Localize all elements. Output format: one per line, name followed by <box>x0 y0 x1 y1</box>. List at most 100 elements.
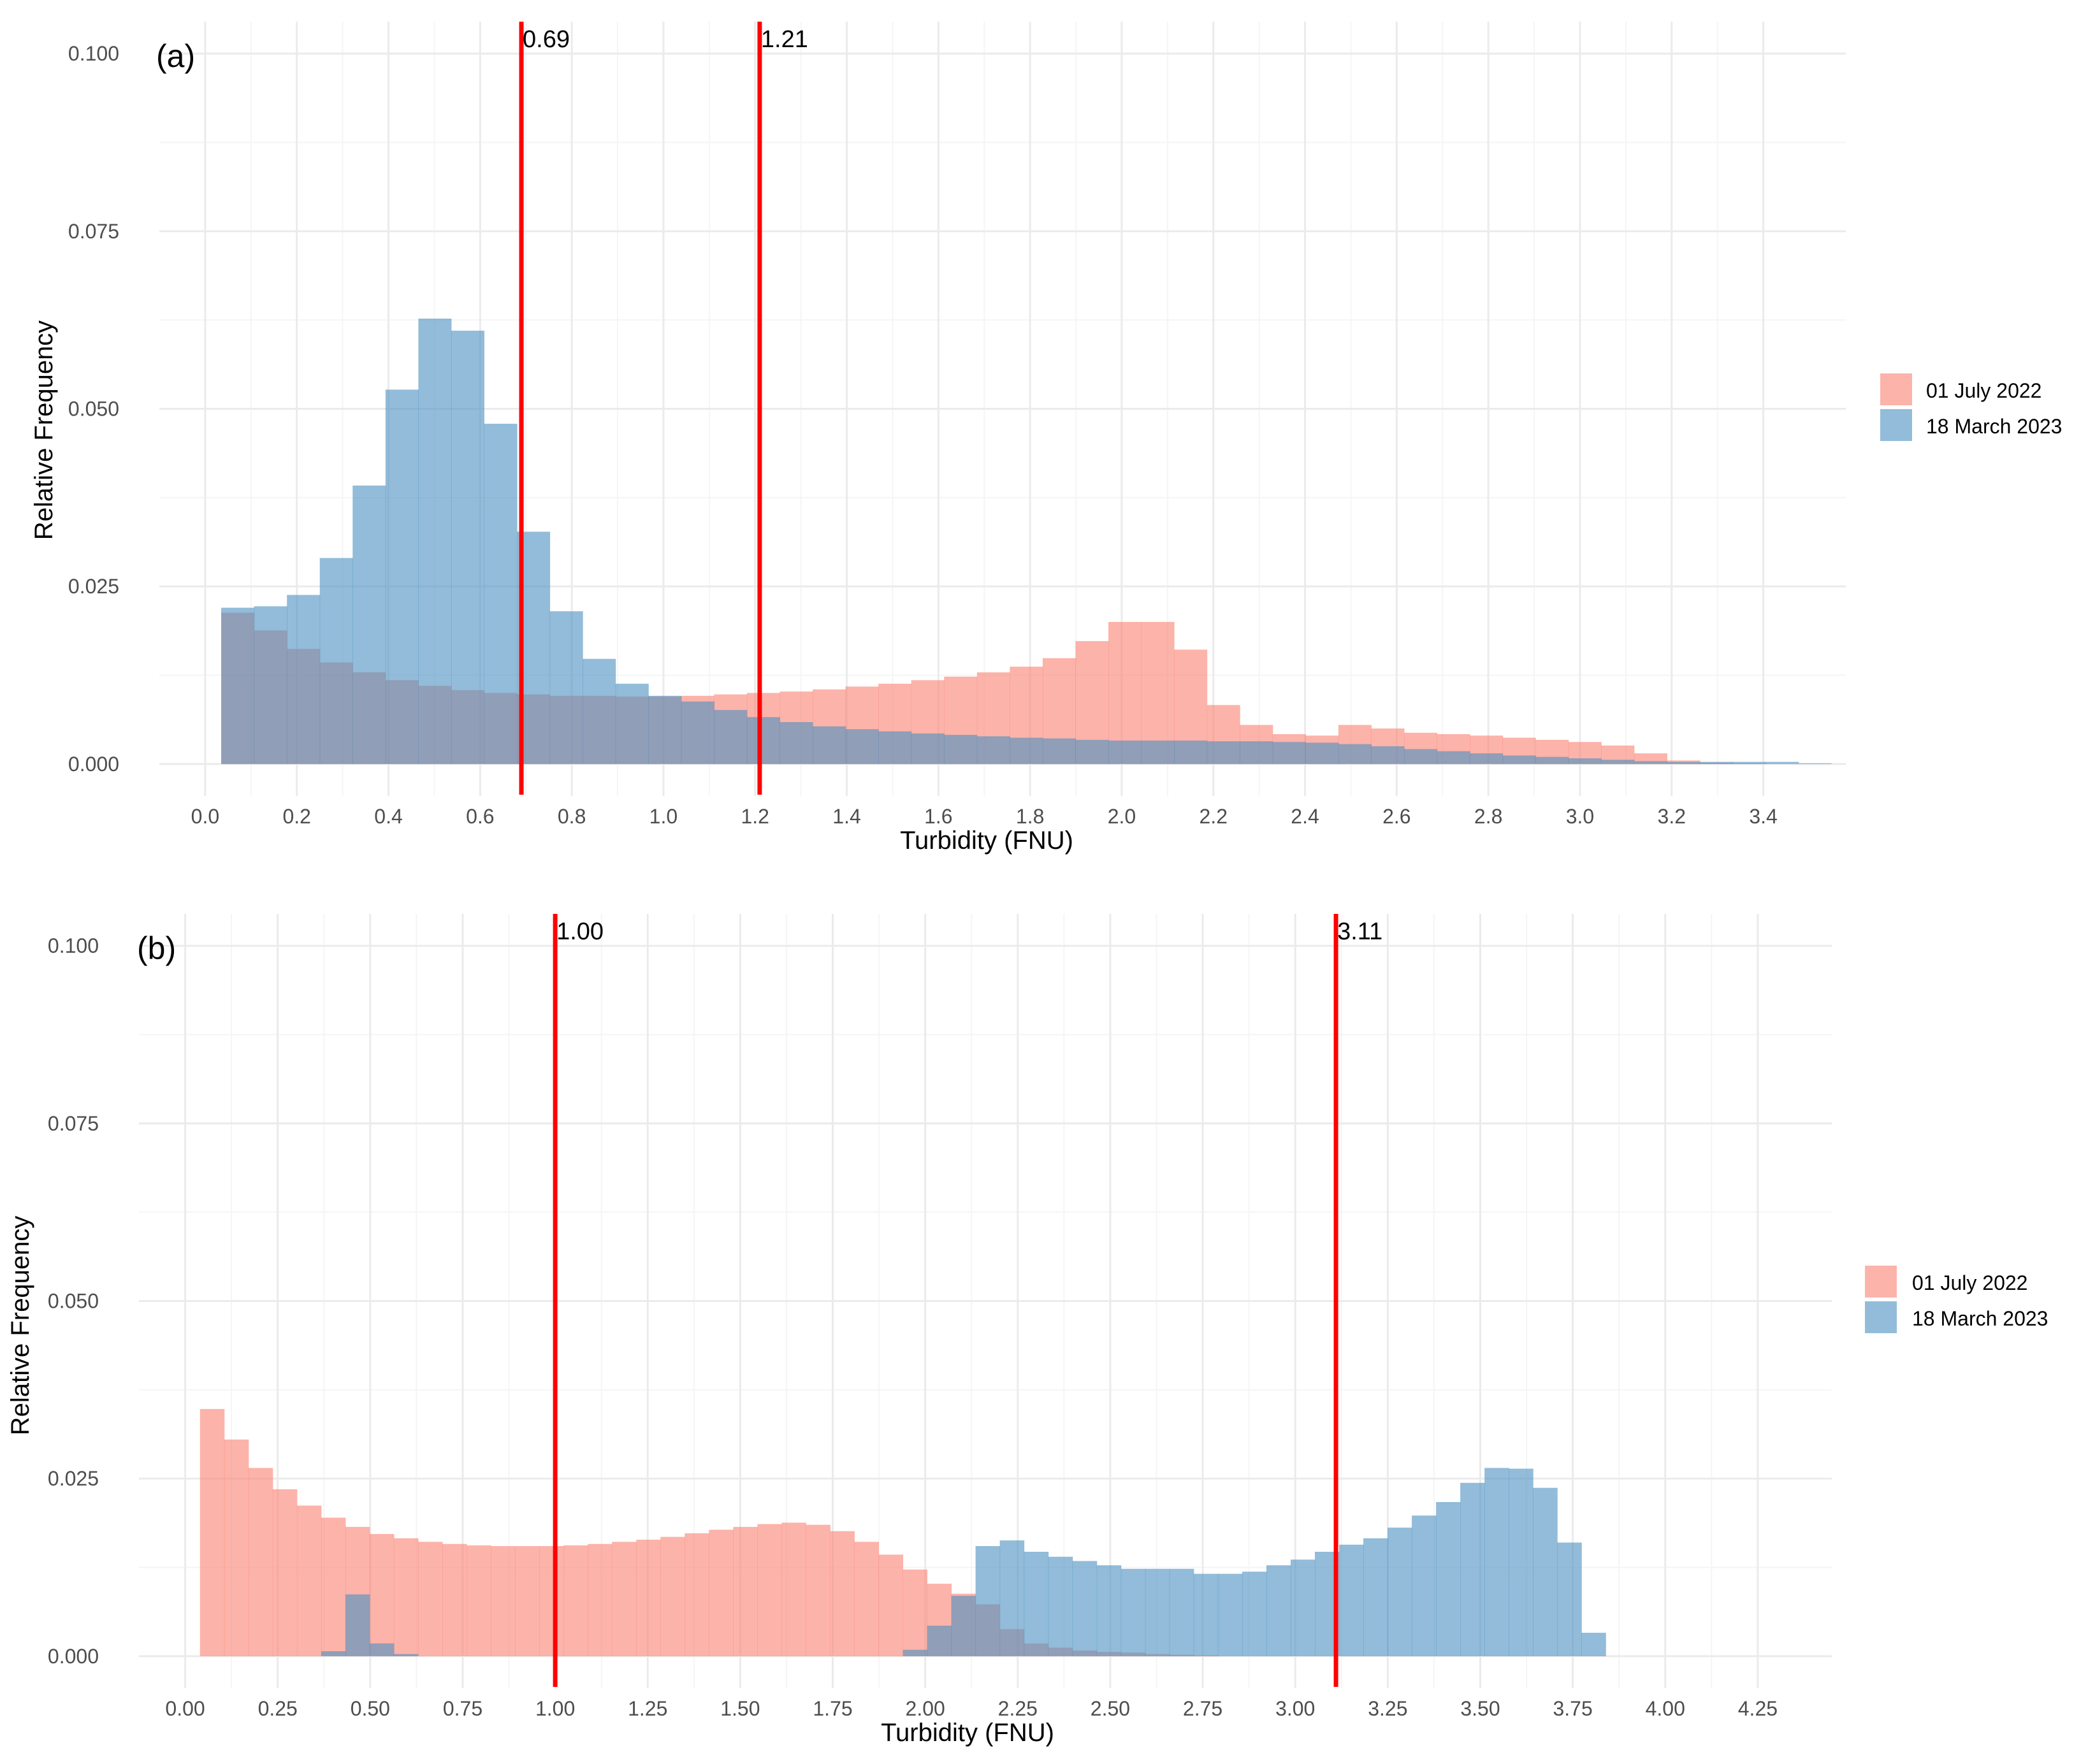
histogram-bar-march <box>1460 1482 1485 1656</box>
histogram-bar-march <box>1266 1565 1291 1656</box>
histogram-bar-march <box>1290 1559 1316 1656</box>
y-tick-label: 0.050 <box>68 398 119 421</box>
histogram-bar-march <box>1048 1556 1073 1656</box>
histogram-bar-march <box>385 389 419 764</box>
panel-a-vlines: 0.69 1.21 <box>519 22 808 795</box>
panel-a-x-tick-labels: 0.0 0.2 0.4 0.6 0.8 1.0 1.2 1.4 1.6 1.8 2.0 2.2 2.4 2… <box>191 805 1778 828</box>
histogram-bar-march <box>1568 758 1602 764</box>
histogram-bar-march <box>1305 742 1339 764</box>
x-tick-label: 2.50 <box>1091 1697 1130 1720</box>
histogram-bar-july <box>491 1546 516 1656</box>
x-tick-label: 4.00 <box>1646 1697 1685 1720</box>
panel-a-bars-march <box>221 318 1832 764</box>
x-tick-label: 2.00 <box>906 1697 945 1720</box>
histogram-bar-march <box>779 722 813 764</box>
histogram-bar-march <box>951 1596 976 1656</box>
histogram-bar-july <box>248 1468 273 1656</box>
histogram-bar-july <box>709 1529 734 1656</box>
histogram-bar-march <box>1108 741 1142 764</box>
panel-b-x-tick-labels: 0.00 0.25 0.50 0.75 1.00 1.25 1.50 1.75 2.00 2.25… <box>165 1697 1778 1720</box>
histogram-bar-march <box>1412 1515 1437 1656</box>
histogram-bar-march <box>648 695 682 764</box>
histogram-bar-march <box>1242 1572 1267 1656</box>
histogram-bar-march <box>1509 1468 1533 1656</box>
histogram-bar-march <box>1667 762 1700 764</box>
panel-a-label: (a) <box>156 38 195 74</box>
histogram-bar-march <box>1042 738 1076 764</box>
histogram-bar-july <box>418 1542 443 1656</box>
x-tick-label: 1.2 <box>741 805 769 828</box>
histogram-bar-march <box>1470 753 1504 764</box>
histogram-bar-july <box>442 1544 467 1656</box>
x-tick-label: 3.25 <box>1368 1697 1407 1720</box>
panel-b-label: (b) <box>137 930 176 966</box>
x-tick-label: 0.4 <box>374 805 402 828</box>
histogram-bar-july <box>757 1524 782 1656</box>
x-tick-label: 0.8 <box>558 805 586 828</box>
histogram-bar-march <box>1075 739 1109 764</box>
histogram-bar-march <box>1338 744 1372 764</box>
histogram-bar-march <box>714 710 748 764</box>
histogram-bar-march <box>1272 742 1306 764</box>
histogram-bar-march <box>1120 1568 1146 1656</box>
threshold-label: 1.21 <box>761 26 808 53</box>
histogram-bar-july <box>612 1542 637 1656</box>
panel-a-y-tick-labels: 0.000 0.025 0.050 0.075 0.100 <box>68 42 119 776</box>
histogram-bar-march <box>1145 1568 1170 1656</box>
histogram-bar-march <box>903 1649 928 1656</box>
panel-a-legend-label-july: 01 July 2022 <box>1926 379 2041 402</box>
histogram-bar-march <box>418 318 452 764</box>
panel-b-legend-swatch-march <box>1865 1301 1897 1333</box>
histogram-bar-march <box>911 733 945 764</box>
threshold-label: 0.69 <box>523 26 570 53</box>
panel-a: 0.69 1.21 0.0 0.2 0.4 0.6 0.8 1.0 1.2 1.4 1.6 1.8 2… <box>30 22 2062 855</box>
x-tick-label: 2.0 <box>1108 805 1136 828</box>
x-tick-label: 3.00 <box>1275 1697 1315 1720</box>
x-tick-label: 1.00 <box>535 1697 575 1720</box>
x-tick-label: 3.0 <box>1566 805 1594 828</box>
panel-a-y-axis-title: Relative Frequency <box>30 321 58 540</box>
x-tick-label: 1.0 <box>649 805 678 828</box>
histogram-bar-july <box>199 1408 225 1656</box>
histogram-bar-july <box>685 1533 709 1656</box>
x-tick-label: 0.25 <box>258 1697 298 1720</box>
histogram-bar-march <box>484 423 518 764</box>
panel-b-bars-july <box>199 1408 1219 1656</box>
histogram-bar-july <box>272 1489 298 1656</box>
panel-b-vlines: 1.00 3.11 <box>553 914 1382 1687</box>
histogram-bar-july <box>539 1546 564 1656</box>
panel-b: 1.00 3.11 0.00 0.25 0.50 0.75 1.00 1.25 1.50 1.7… <box>6 914 2048 1747</box>
histogram-bar-july <box>660 1536 685 1656</box>
histogram-bar-march <box>1193 1573 1219 1656</box>
histogram-bar-march <box>813 726 846 764</box>
histogram-bar-march <box>1174 741 1208 764</box>
panel-a-legend-label-march: 18 March 2023 <box>1926 415 2062 438</box>
x-tick-label: 2.8 <box>1474 805 1502 828</box>
threshold-label: 1.00 <box>556 918 604 945</box>
y-tick-label: 0.100 <box>48 934 99 957</box>
x-tick-label: 1.25 <box>628 1697 667 1720</box>
histogram-bar-july <box>781 1522 806 1656</box>
panel-b-legend: 01 July 2022 18 March 2023 <box>1865 1266 2048 1333</box>
panel-b-x-axis-title: Turbidity (FNU) <box>881 1719 1054 1747</box>
histogram-bar-july <box>1141 621 1175 764</box>
panel-a-legend: 01 July 2022 18 March 2023 <box>1880 373 2062 441</box>
panel-b-bars-march <box>321 1468 1606 1656</box>
histogram-bar-july <box>806 1524 830 1656</box>
histogram-bar-march <box>451 330 484 764</box>
histogram-bar-march <box>1141 741 1175 764</box>
histogram-bar-march <box>1798 763 1832 764</box>
histogram-bar-march <box>352 485 386 764</box>
y-tick-label: 0.075 <box>68 220 119 243</box>
histogram-bar-march <box>1437 751 1470 764</box>
x-tick-label: 0.6 <box>466 805 494 828</box>
histogram-bar-july <box>878 1554 904 1656</box>
y-tick-label: 0.025 <box>68 575 119 598</box>
x-tick-label: 4.25 <box>1738 1697 1778 1720</box>
histogram-bar-march <box>1634 761 1667 764</box>
histogram-bar-march <box>321 1651 346 1656</box>
panel-b-legend-label-july: 01 July 2022 <box>1912 1271 2027 1294</box>
x-tick-label: 1.75 <box>813 1697 852 1720</box>
